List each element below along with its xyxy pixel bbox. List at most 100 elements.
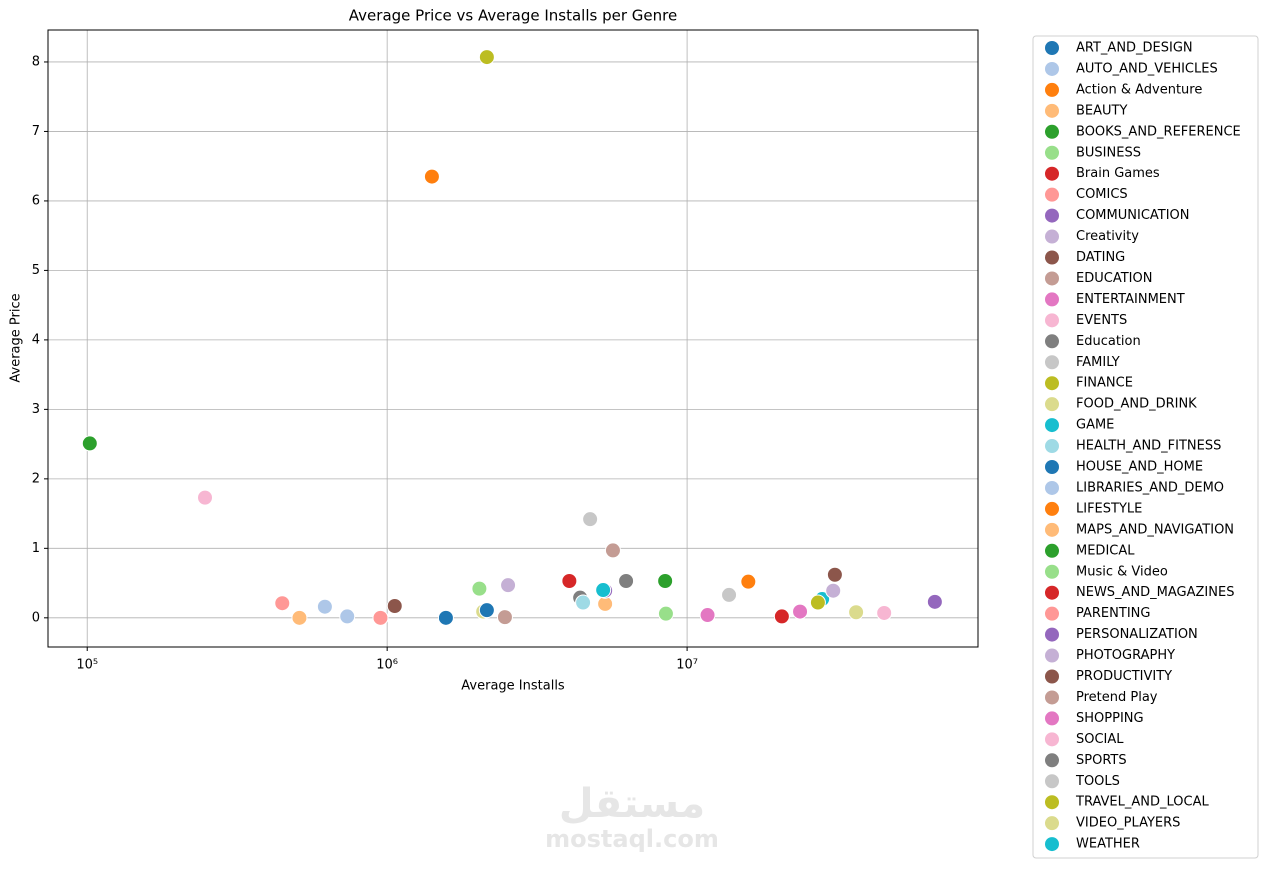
y-tick-label: 3 (32, 402, 40, 417)
point (740, 573, 757, 590)
point (657, 572, 674, 589)
legend-label: BOOKS_AND_REFERENCE (1076, 124, 1241, 139)
legend-marker (1045, 522, 1059, 537)
y-tick-label: 8 (32, 54, 40, 69)
legend-label: MAPS_AND_NAVIGATION (1076, 522, 1234, 537)
point (372, 609, 389, 626)
legend-marker (1045, 627, 1059, 642)
point (657, 605, 674, 622)
legend-label: COMMUNICATION (1076, 208, 1190, 223)
legend-label: ENTERTAINMENT (1076, 292, 1185, 307)
legend-label: EVENTS (1076, 313, 1127, 328)
watermark: mostaql.com (545, 825, 719, 853)
legend-label: TRAVEL_AND_LOCAL (1075, 795, 1209, 810)
legend-label: AUTO_AND_VEHICLES (1076, 61, 1218, 76)
y-tick-label: 4 (32, 332, 40, 347)
point (848, 604, 865, 621)
point (496, 609, 513, 626)
point (825, 582, 842, 599)
point (604, 542, 621, 559)
point (618, 572, 635, 589)
x-tick-label: 10⁵ (76, 658, 98, 673)
y-tick-label: 6 (32, 193, 40, 208)
y-tick-label: 0 (32, 610, 40, 625)
legend-marker (1045, 543, 1059, 558)
point (826, 566, 843, 583)
legend-label: SHOPPING (1076, 711, 1144, 726)
legend-marker (1045, 355, 1059, 370)
legend-label: Brain Games (1076, 166, 1160, 181)
legend-marker (1045, 753, 1059, 768)
legend-marker (1045, 229, 1059, 244)
legend-label: SOCIAL (1076, 732, 1124, 747)
legend-label: ART_AND_DESIGN (1076, 41, 1193, 56)
x-tick-label: 10⁷ (676, 658, 698, 673)
legend-marker (1045, 711, 1059, 726)
legend-marker (1045, 82, 1059, 97)
legend-marker (1045, 124, 1059, 139)
point (500, 577, 517, 594)
legend-label: Action & Adventure (1076, 82, 1202, 97)
legend-label: NEWS_AND_MAGAZINES (1076, 585, 1234, 600)
legend-marker (1045, 564, 1059, 579)
y-tick-label: 2 (32, 471, 40, 486)
legend-label: HOUSE_AND_HOME (1076, 460, 1203, 475)
legend-marker (1045, 501, 1059, 516)
point (339, 608, 356, 625)
legend-marker (1045, 41, 1059, 55)
legend-label: FOOD_AND_DRINK (1076, 397, 1197, 412)
chart-title: Average Price vs Average Installs per Ge… (349, 7, 677, 25)
legend-marker (1045, 397, 1059, 412)
legend-label: WEATHER (1076, 837, 1140, 852)
legend-marker (1045, 61, 1059, 76)
legend-label: EDUCATION (1076, 271, 1152, 286)
legend-marker (1045, 837, 1059, 852)
point (478, 49, 495, 66)
legend-marker (1045, 480, 1059, 495)
point (478, 602, 495, 619)
legend-label: BEAUTY (1076, 103, 1127, 118)
point (926, 593, 943, 610)
legend-marker (1045, 460, 1059, 474)
legend-marker (1045, 187, 1059, 202)
legend-label: LIFESTYLE (1076, 501, 1142, 516)
point (197, 489, 214, 506)
point (721, 586, 738, 603)
legend-label: PARENTING (1076, 606, 1150, 621)
legend-marker (1045, 103, 1059, 118)
legend-marker (1045, 145, 1059, 160)
legend-label: LIBRARIES_AND_DEMO (1076, 480, 1224, 495)
legend-marker (1045, 669, 1059, 684)
y-tick-label: 1 (32, 541, 40, 556)
plot-frame (47, 29, 979, 648)
legend-marker (1045, 648, 1059, 663)
legend-label: PRODUCTIVITY (1076, 669, 1172, 684)
legend-label: HEALTH_AND_FITNESS (1076, 439, 1221, 454)
point (582, 511, 599, 528)
legend-label: TOOLS (1075, 774, 1120, 789)
x-tick-label: 10⁶ (376, 658, 398, 673)
legend-marker (1045, 816, 1059, 831)
point (291, 609, 308, 626)
legend-marker (1045, 271, 1059, 286)
legend-marker (1045, 418, 1059, 433)
point (561, 572, 578, 589)
legend-marker (1045, 795, 1059, 810)
point (792, 603, 809, 620)
legend-label: SPORTS (1076, 753, 1127, 768)
y-axis-label: Average Price (9, 293, 24, 382)
y-tick-label: 5 (32, 263, 40, 278)
legend-label: MEDICAL (1076, 543, 1135, 558)
legend-label: FINANCE (1076, 376, 1133, 391)
legend-marker (1045, 292, 1059, 307)
point (437, 609, 454, 626)
point (471, 580, 488, 597)
legend-label: Creativity (1076, 229, 1139, 244)
legend-marker (1045, 376, 1059, 391)
point (773, 608, 790, 625)
y-tick-label: 7 (32, 124, 40, 139)
point (575, 594, 592, 611)
legend-marker (1045, 313, 1059, 328)
legend-label: PERSONALIZATION (1076, 627, 1198, 642)
point (274, 595, 291, 612)
